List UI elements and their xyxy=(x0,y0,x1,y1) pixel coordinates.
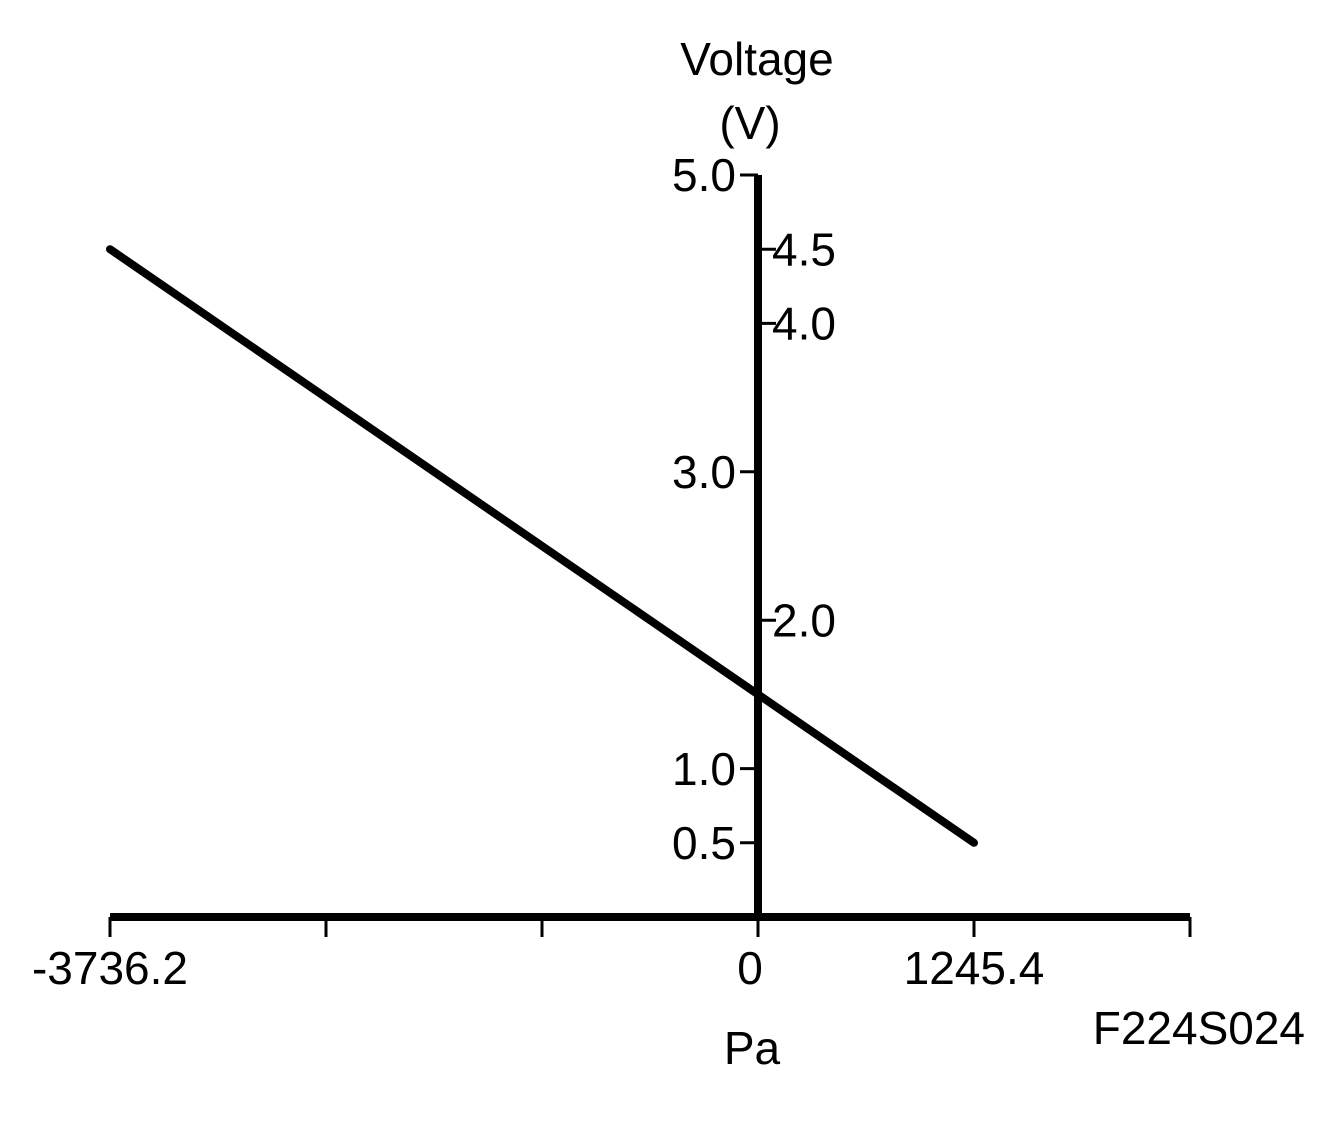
x-axis-label: Pa xyxy=(724,1022,781,1074)
y-axis-label: (V) xyxy=(719,97,780,149)
x-tick-label: 0 xyxy=(737,942,763,994)
y-tick-label: 2.0 xyxy=(772,594,836,646)
data-line xyxy=(106,245,978,847)
x-tick-label: -3736.2 xyxy=(32,942,188,994)
y-tick-label: 1.0 xyxy=(672,743,736,795)
x-tick-label: 1245.4 xyxy=(904,942,1045,994)
y-axis-label: Voltage xyxy=(680,33,833,85)
y-tick-label: 4.0 xyxy=(772,298,836,350)
y-tick-label: 5.0 xyxy=(672,149,736,201)
annotation: F224S024 xyxy=(1093,1002,1305,1054)
y-tick-label: 3.0 xyxy=(672,446,736,498)
y-tick-label: 0.5 xyxy=(672,817,736,869)
y-tick-label: 4.5 xyxy=(772,223,836,275)
